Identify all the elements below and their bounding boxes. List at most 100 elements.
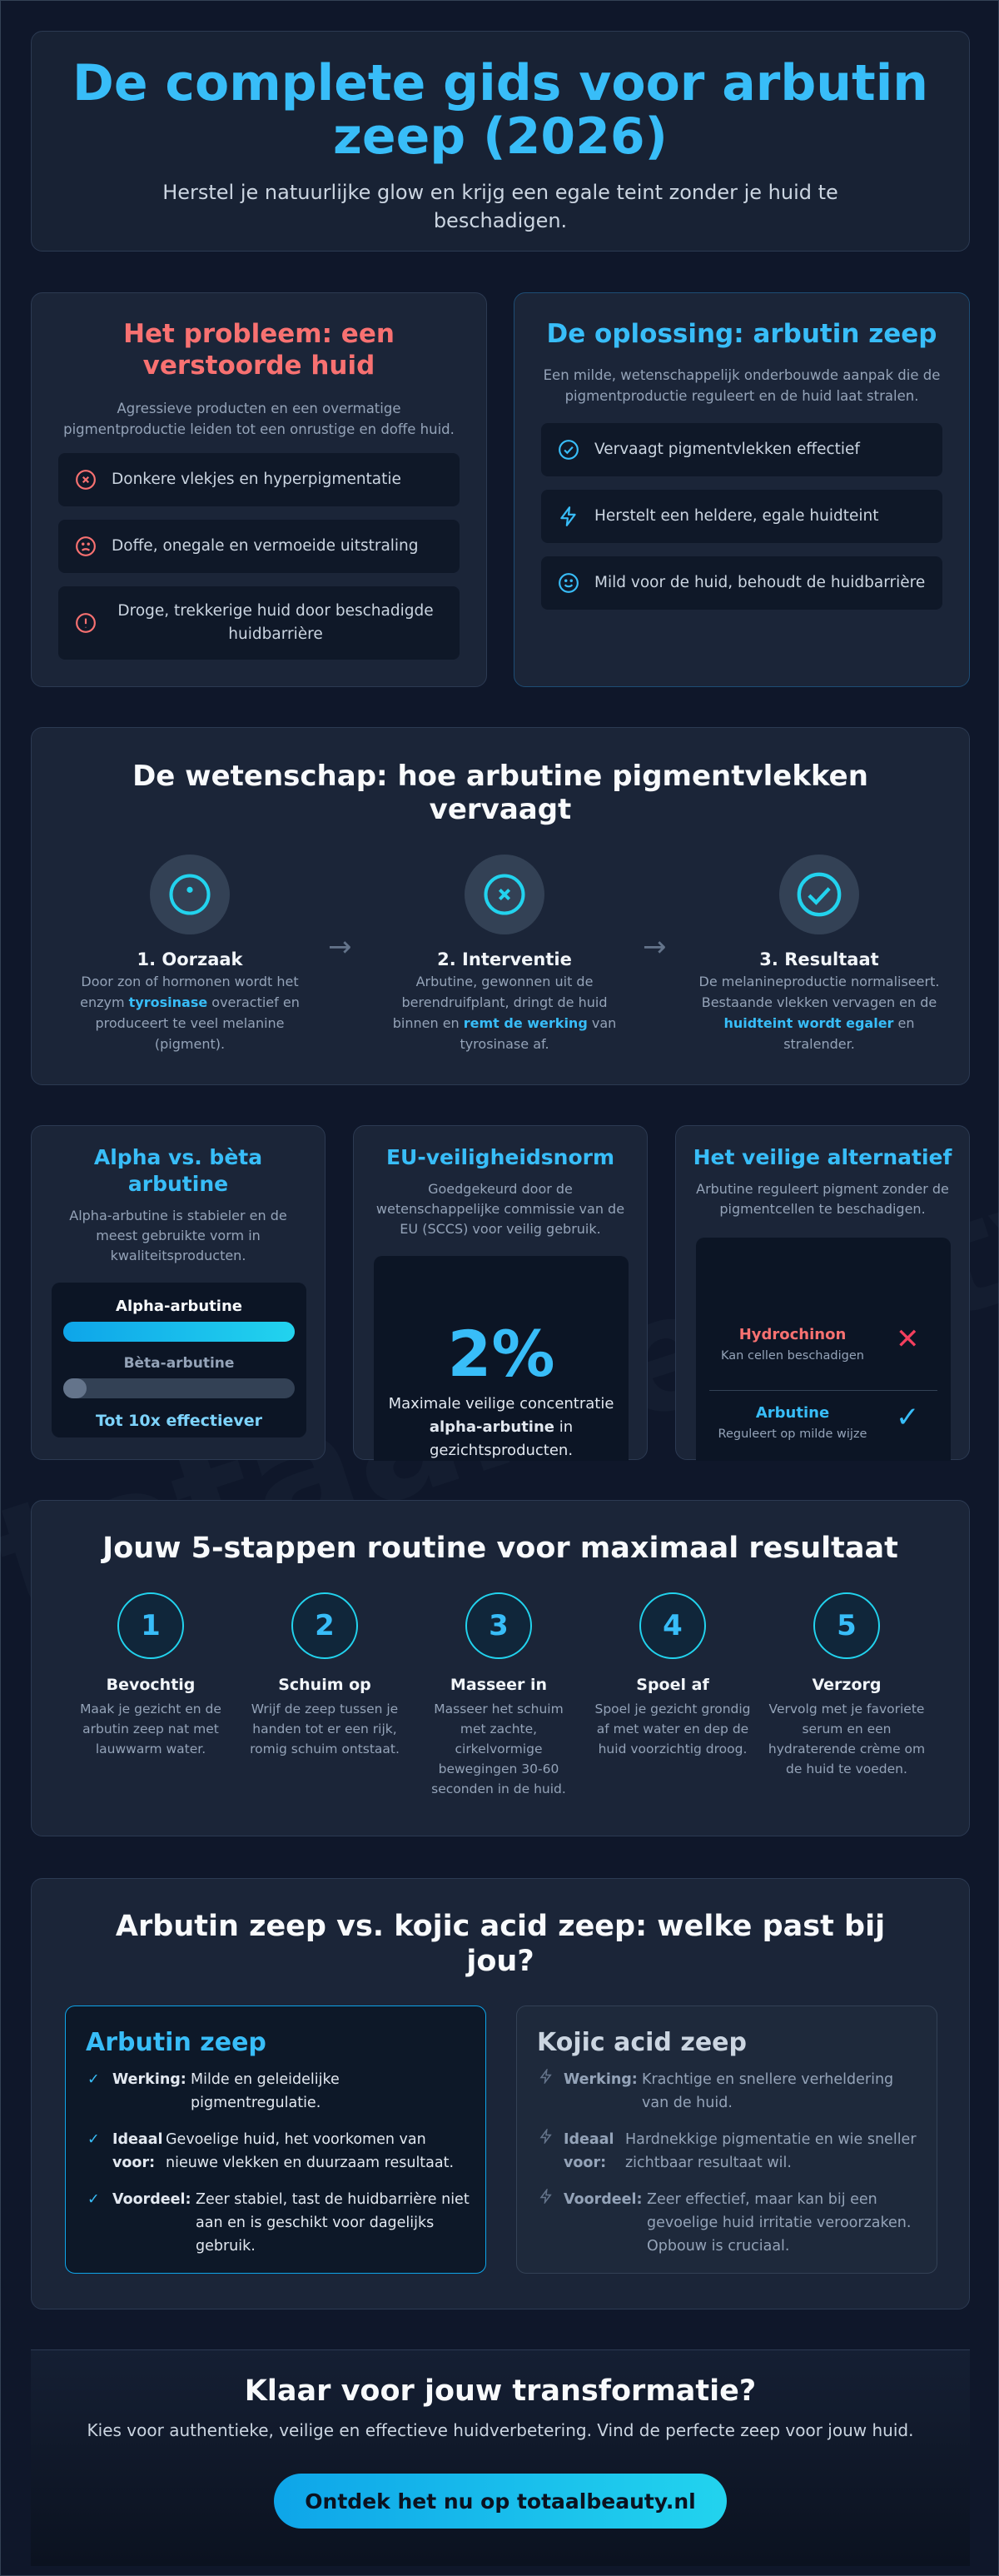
eu-title: EU-veiligheidsnorm [385, 1145, 615, 1169]
step-text-post: van tyrosinase af. [460, 1015, 617, 1052]
lightning-icon [539, 2187, 564, 2258]
alpha-bar [63, 1322, 295, 1342]
arrow-right-icon: → [643, 930, 667, 964]
check-icon: ✓ [896, 1401, 920, 1434]
eu-subtitle: Goedgekeurd door de wetenschappelijke co… [375, 1181, 625, 1237]
row-label: Ideaal voor: [564, 2131, 614, 2171]
row-label: Werking: [564, 2071, 638, 2088]
science-step-text: Door zon of hormonen wordt het enzym tyr… [65, 971, 315, 1054]
step-text: Wrijf de zeep tussen je handen tot er ee… [250, 1702, 400, 1756]
alternative-row: Hydrochinon Kan cellen beschadigen ✕ [709, 1323, 937, 1391]
step-title: Schuim op [278, 1676, 371, 1694]
page-title: De complete gids voor arbutin zeep (2026… [72, 54, 928, 166]
science-step: 2. Interventie Arbutine, gewonnen uit de… [380, 855, 629, 1054]
row-label: Werking: [112, 2071, 186, 2088]
cta-button[interactable]: Ontdek het nu op totaalbeauty.nl [274, 2474, 727, 2529]
alternative-row-name: Hydrochinon [738, 1326, 847, 1343]
alternative-panel: Hydrochinon Kan cellen beschadigen ✕ Arb… [696, 1238, 951, 1461]
alternative-row-note: Kan cellen beschadigen [721, 1349, 864, 1363]
row-label: Voordeel: [112, 2191, 191, 2208]
row-text: Zeer effectief, maar kan bij een gevoeli… [647, 2191, 912, 2255]
step-text-pre: Door zon of hormonen wordt het enzym [80, 974, 299, 1010]
kojic-column: Kojic acid zeep Werking: Krachtige en sne… [516, 2005, 937, 2274]
row-text: Krachtige en snellere verheldering van d… [642, 2071, 894, 2111]
check-icon: ✓ [87, 2191, 100, 2208]
cta-section: Klaar voor jouw transformatie? Kies voor… [31, 2349, 970, 2566]
eu-card: EU-veiligheidsnorm Goedgekeurd door de w… [353, 1125, 648, 1461]
eu-value-panel: 2% Maximale veilige concentratie alpha-a… [374, 1256, 629, 1461]
beta-bar [63, 1378, 295, 1398]
beta-bar-fill [63, 1378, 87, 1398]
beta-label: Bèta-arbutine [123, 1355, 235, 1372]
science-card: De wetenschap: hoe arbutine pigmentvlekk… [31, 727, 970, 1085]
eu-desc: Maximale veilige concentratie alpha-arbu… [382, 1393, 620, 1462]
lightning-icon [556, 504, 581, 529]
step-text-post: en stralender. [783, 1015, 915, 1052]
science-step-text: Arbutine, gewonnen uit de berendruifplan… [380, 971, 629, 1054]
step-text-highlight: remt de werking [463, 1015, 588, 1031]
step-title: Verzorg [812, 1676, 882, 1694]
arbutin-column: Arbutin zeep ✓ Werking: Milde en geleideli… [65, 2005, 486, 2274]
routine-step: 4 Spoel af Spoel je gezicht grondig af met… [594, 1592, 752, 1759]
routine-title: Jouw 5-stappen routine voor maximaal res… [102, 1532, 898, 1565]
problem-item: Doffe, onegale en vermoeide uitstraling [58, 520, 460, 573]
step-number: 3 [465, 1592, 532, 1659]
step-text: Masseer het schuim met zachte, cirkelvor… [431, 1702, 566, 1796]
hero-card: De complete gids voor arbutin zeep (2026… [31, 31, 970, 252]
check-circle-icon [556, 437, 581, 462]
solution-subtitle: Een milde, wetenschappelijk onderbouwde … [543, 367, 941, 404]
alpha-title: Alpha vs. bèta arbutine [93, 1145, 263, 1196]
alpha-footer: Tot 10x effectiever [95, 1412, 263, 1430]
row-label: Voordeel: [564, 2191, 643, 2208]
alternative-row: Arbutine Reguleert op milde wijze ✓ [709, 1401, 937, 1454]
alpha-subtitle: Alpha-arbutine is stabieler en de meest … [69, 1208, 287, 1263]
step-text-post: overactief en produceert te veel melanin… [95, 994, 300, 1052]
alternative-subtitle: Arbutine reguleert pigment zonder de pig… [696, 1181, 949, 1217]
solution-item-text: Mild voor de huid, behoudt de huidbarriè… [594, 574, 926, 591]
row-text: Hardnekkige pigmentatie en wie sneller z… [625, 2131, 917, 2171]
step-number: 1 [117, 1592, 184, 1659]
routine-step: 2 Schuim op Wrijf de zeep tussen je handen… [246, 1592, 404, 1759]
problem-item-text: Droge, trekkerige huid door beschadigde … [117, 602, 434, 643]
science-step-title: 2. Interventie [437, 949, 572, 969]
step-text-highlight: huidteint wordt egaler [723, 1015, 894, 1031]
problem-title: Het probleem: een verstoorde huid [123, 319, 395, 381]
cta-title: Klaar voor jouw transformatie? [244, 2374, 757, 2408]
step-number: 5 [813, 1592, 880, 1659]
step-text: Vervolg met je favoriete serum en een hy… [768, 1702, 926, 1776]
problem-item-text: Doffe, onegale en vermoeide uitstraling [112, 537, 419, 555]
solution-card: De oplossing: arbutin zeep Een milde, we… [514, 292, 970, 687]
compare-card: Arbutin zeep vs. kojic acid zeep: welke … [31, 1878, 970, 2309]
alert-circle-icon [73, 610, 98, 635]
routine-card: Jouw 5-stappen routine voor maximaal res… [31, 1500, 970, 1836]
science-step: 3. Resultaat De melanineproductie normal… [694, 855, 944, 1054]
step-number: 2 [291, 1592, 358, 1659]
cta-subtitle: Kies voor authentieke, veilige en effect… [87, 2420, 914, 2440]
step-title: Masseer in [450, 1676, 548, 1694]
solution-item-text: Vervaagt pigmentvlekken effectief [594, 441, 860, 458]
check-icon: ✓ [87, 2071, 100, 2088]
row-text: Zeer stabiel, tast de huidbarrière niet … [196, 2191, 470, 2255]
problem-item: Droge, trekkerige huid door beschadigde … [58, 586, 460, 660]
alternative-title: Het veilige alternatief [693, 1145, 952, 1169]
eu-desc-post: in gezichtsproducten. [429, 1418, 574, 1459]
routine-step: 1 Bevochtig Maak je gezicht en de arbutin … [72, 1592, 230, 1759]
compare-row: ✓ Werking: Milde en geleidelijke pigmentre… [87, 2068, 470, 2115]
kojic-column-title: Kojic acid zeep [537, 2028, 747, 2057]
problem-subtitle: Agressieve producten en een overmatige p… [63, 401, 455, 437]
solution-item-text: Herstelt een heldere, egale huidteint [594, 507, 879, 525]
step-text-pre: Arbutine, gewonnen uit de berendruifplan… [392, 974, 608, 1031]
alternative-card: Het veilige alternatief Arbutine regulee… [675, 1125, 970, 1461]
compare-row: ✓ Voordeel: Zeer stabiel, tast de huidbarr… [87, 2188, 470, 2258]
alpha-comparison-panel: Alpha-arbutine Bèta-arbutine Tot 10x eff… [52, 1283, 306, 1437]
problem-card: Het probleem: een verstoorde huid Agress… [31, 292, 487, 687]
eu-desc-bold: alpha-arbutine [429, 1418, 554, 1436]
solution-item: Mild voor de huid, behoudt de huidbarriè… [541, 556, 942, 610]
alpha-card: Alpha vs. bèta arbutine Alpha-arbutine i… [31, 1125, 326, 1460]
eu-value: 2% [447, 1317, 555, 1391]
step-title: Bevochtig [106, 1676, 196, 1694]
arrow-right-icon: → [328, 930, 352, 964]
step-number: 4 [639, 1592, 706, 1659]
arbutin-column-title: Arbutin zeep [86, 2028, 266, 2057]
